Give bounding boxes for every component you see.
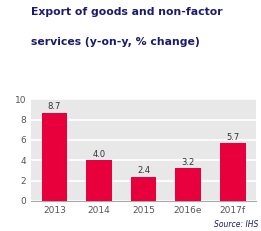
Bar xyxy=(175,168,201,201)
Text: 2.4: 2.4 xyxy=(137,166,150,175)
Text: 4.0: 4.0 xyxy=(92,150,105,159)
Text: 3.2: 3.2 xyxy=(181,158,195,167)
Text: services (y-on-y, % change): services (y-on-y, % change) xyxy=(31,37,200,47)
Bar xyxy=(86,160,112,201)
Text: Source: IHS: Source: IHS xyxy=(214,220,258,229)
Text: 5.7: 5.7 xyxy=(226,133,239,142)
Text: Export of goods and non-factor: Export of goods and non-factor xyxy=(31,7,223,17)
Bar xyxy=(130,176,157,201)
Text: 8.7: 8.7 xyxy=(48,102,61,111)
Bar xyxy=(220,143,246,201)
Bar xyxy=(41,112,67,201)
